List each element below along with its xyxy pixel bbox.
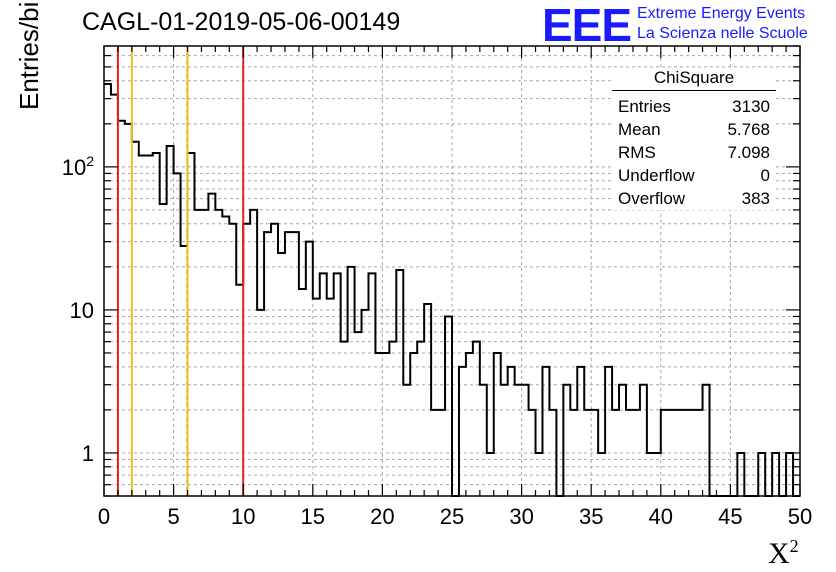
stats-value: 383 [741, 189, 770, 208]
x-tick-label: 25 [440, 504, 464, 529]
x-axis-label: X2 [768, 536, 799, 571]
stats-title: ChiSquare [612, 68, 776, 91]
stats-row: RMS 7.098 [612, 141, 776, 164]
stats-label: RMS [618, 143, 656, 162]
x-tick-label: 30 [509, 504, 533, 529]
y-tick-label: 102 [62, 153, 94, 180]
stats-label: Mean [618, 120, 661, 139]
x-tick-labels: 0 5 10 15 20 25 30 35 40 45 50 [98, 504, 812, 529]
stats-row: Underflow 0 [612, 164, 776, 187]
stats-box: ChiSquare Entries 3130 Mean 5.768 RMS 7.098… [612, 68, 776, 210]
histogram-title: CAGL-01-2019-05-06-00149 [82, 8, 401, 36]
x-tick-label: 45 [718, 504, 742, 529]
logo-line-1: Extreme Energy Events [637, 5, 806, 22]
y-tick-label: 10 [70, 298, 94, 323]
stats-row: Entries 3130 [612, 95, 776, 118]
x-tick-label: 0 [98, 504, 110, 529]
stats-label: Underflow [618, 166, 695, 185]
eee-logo: EEE [542, 0, 632, 51]
stats-value: 5.768 [727, 120, 770, 139]
logo-line-2: La Scienza nelle Scuole [637, 25, 808, 42]
histogram-bars [104, 82, 800, 497]
stats-value: 3130 [732, 97, 770, 116]
x-tick-label: 5 [167, 504, 179, 529]
histogram-line [104, 82, 800, 497]
x-tick-label: 50 [788, 504, 812, 529]
y-axis-label: Entries/bin [14, 0, 44, 110]
x-tick-label: 20 [370, 504, 394, 529]
x-tick-label: 40 [649, 504, 673, 529]
x-tick-label: 15 [301, 504, 325, 529]
y-tick-label: 1 [82, 441, 94, 466]
stats-value: 7.098 [727, 143, 770, 162]
stats-row: Overflow 383 [612, 187, 776, 210]
y-tick-labels: 1 10 102 [62, 153, 94, 466]
stats-label: Entries [618, 97, 671, 116]
stats-value: 0 [760, 166, 770, 185]
marker-lines [116, 46, 245, 496]
x-tick-label: 10 [231, 504, 255, 529]
axis-ticks [103, 45, 801, 497]
x-axis-label-base: X [768, 537, 790, 570]
x-axis-label-sup: 2 [789, 536, 799, 556]
x-tick-label: 35 [579, 504, 603, 529]
stats-row: Mean 5.768 [612, 118, 776, 141]
stats-label: Overflow [618, 189, 686, 208]
logo-text: Extreme Energy Events La Scienza nelle S… [637, 4, 808, 44]
